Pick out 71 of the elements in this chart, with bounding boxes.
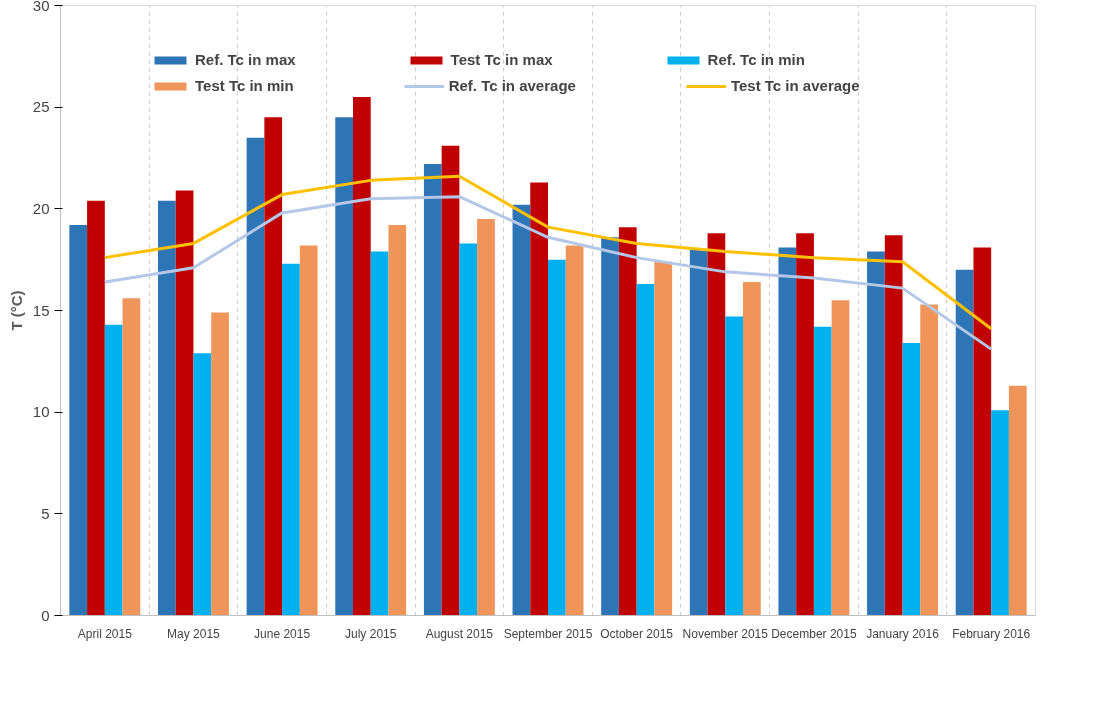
bar	[884, 235, 903, 616]
line-series	[103, 174, 993, 331]
bar	[530, 182, 548, 616]
x-tick-label: July 2015	[345, 626, 397, 641]
bar	[335, 117, 353, 616]
x-tick-label: April 2015	[77, 626, 133, 641]
legend-label: Test Tc in average	[730, 77, 860, 94]
bar	[122, 298, 141, 616]
bar	[813, 326, 832, 616]
bar	[193, 353, 212, 616]
bar	[69, 225, 88, 616]
bar	[796, 233, 814, 616]
bar	[512, 204, 531, 616]
bar	[778, 247, 797, 616]
x-tick-label: June 2015	[254, 626, 311, 641]
bar	[370, 251, 389, 616]
bar	[548, 259, 566, 616]
legend-label: Test Tc in min	[195, 77, 294, 94]
bar	[636, 284, 655, 616]
bar	[867, 251, 885, 616]
bar	[973, 247, 992, 616]
y-axis-title: T (°C)	[7, 290, 25, 331]
bar	[955, 269, 974, 616]
bar	[175, 190, 194, 616]
bar	[158, 200, 176, 616]
x-tick-label: September 2015	[503, 626, 593, 641]
bar	[211, 312, 229, 616]
legend-label: Ref. Tc in max	[195, 51, 296, 68]
bar	[1008, 385, 1027, 616]
bar	[743, 282, 761, 616]
y-tick-label: 30	[32, 0, 50, 14]
bar	[831, 300, 850, 616]
legend-label: Test Tc in max	[450, 51, 553, 68]
bar	[246, 137, 265, 616]
bar	[565, 245, 584, 616]
x-tick-label: December 2015	[771, 626, 857, 641]
bar	[264, 117, 283, 616]
bar	[87, 200, 105, 616]
bar	[299, 245, 318, 616]
bar	[618, 227, 637, 616]
line-series	[103, 195, 993, 351]
y-tick-label: 5	[41, 504, 50, 522]
bar	[689, 249, 708, 616]
y-tick-label: 0	[41, 606, 50, 624]
bar	[441, 145, 460, 616]
x-tick-label: February 2016	[952, 626, 1031, 641]
legend-label: Ref. Tc in min	[707, 51, 805, 68]
legend-label: Ref. Tc in average	[448, 77, 576, 94]
bar	[388, 225, 407, 616]
bar	[601, 237, 619, 616]
bar	[104, 324, 123, 616]
bar	[707, 233, 726, 616]
bar	[902, 343, 921, 616]
y-tick-label: 10	[32, 403, 50, 421]
bar	[654, 261, 673, 616]
bar	[725, 316, 743, 616]
bar	[477, 219, 495, 616]
bar	[423, 164, 442, 616]
x-tick-label: November 2015	[682, 626, 769, 641]
bar	[991, 410, 1009, 616]
bar	[920, 304, 938, 616]
bar	[282, 263, 300, 616]
y-tick-label: 15	[32, 301, 50, 319]
bar	[353, 97, 371, 616]
x-tick-label: October 2015	[600, 626, 674, 641]
x-tick-label: January 2016	[866, 626, 940, 641]
bar	[459, 243, 478, 616]
y-tick-label: 20	[32, 199, 50, 217]
y-tick-label: 25	[32, 98, 50, 116]
x-tick-label: August 2015	[425, 626, 494, 641]
x-tick-label: May 2015	[167, 626, 221, 641]
